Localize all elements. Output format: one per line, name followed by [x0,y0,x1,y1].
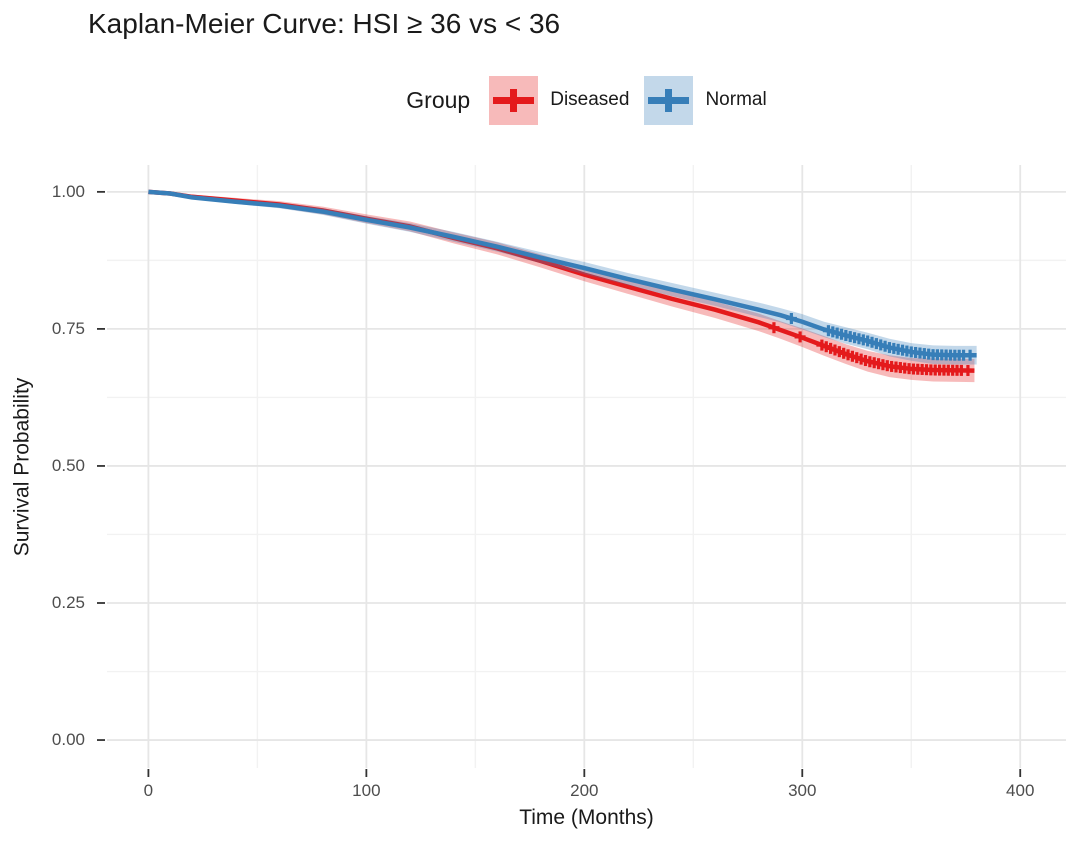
x-axis-title: Time (Months) [519,806,654,829]
y-axis-tick-labels: 0.00 0.25 0.50 0.75 1.00 [0,0,100,853]
legend-key-plus-icon [644,75,694,125]
plus-icon-vbar [510,88,518,112]
y-tick-label: 0.00 [51,730,85,750]
plus-icon-vbar [665,88,673,112]
legend-item-normal: Normal [644,75,767,125]
legend: Group Diseased Normal [107,72,1066,128]
y-tick-label: 0.25 [51,592,85,612]
x-tick-label: 200 [570,781,599,800]
legend-label: Normal [705,89,767,110]
legend-label: Diseased [550,89,630,110]
x-tick-label: 0 [143,781,154,800]
legend-key-plus-icon [489,75,539,125]
x-tick-label: 400 [1006,781,1035,800]
y-tick-label: 1.00 [51,181,85,201]
x-tick-label: 300 [788,781,817,800]
x-axis-tick-labels: 0 100 200 300 400 [0,781,1080,803]
legend-title: Group [406,86,471,113]
x-tick-label: 100 [352,781,381,800]
y-tick-label: 0.50 [51,455,85,475]
y-tick-label: 0.75 [51,318,85,338]
legend-item-diseased: Diseased [489,75,630,125]
chart-title: Kaplan-Meier Curve: HSI ≥ 36 vs < 36 [88,8,561,39]
